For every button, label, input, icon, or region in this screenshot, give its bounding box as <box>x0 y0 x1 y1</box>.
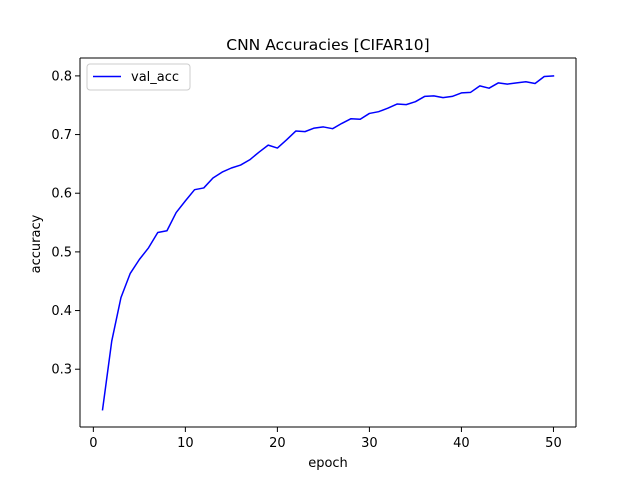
y-tick-label: 0.4 <box>51 304 72 319</box>
legend: val_acc <box>86 63 191 91</box>
x-axis-label: epoch <box>308 456 348 471</box>
x-tick-label: 40 <box>453 436 470 451</box>
y-tick-label: 0.6 <box>51 187 72 202</box>
x-tick-label: 30 <box>361 436 378 451</box>
x-tick-label: 20 <box>269 436 286 451</box>
x-tick-label: 50 <box>545 436 562 451</box>
series-line-val-acc <box>101 75 555 411</box>
y-axis-label: accuracy <box>29 214 44 273</box>
plot-area <box>79 57 577 428</box>
chart-title: CNN Accuracies [CIFAR10] <box>226 36 429 54</box>
y-tick-label: 0.3 <box>51 363 72 378</box>
x-tick-label: 10 <box>177 436 194 451</box>
legend-box <box>86 63 191 91</box>
y-tick-label: 0.7 <box>51 128 72 143</box>
y-ticks: 0.3 0.4 0.5 0.6 0.7 0.8 <box>51 69 80 378</box>
x-tick-label: 0 <box>89 436 97 451</box>
y-tick-label: 0.5 <box>51 245 72 260</box>
legend-label-val-acc: val_acc <box>131 70 179 85</box>
y-tick-label: 0.8 <box>51 69 72 84</box>
x-ticks: 0 10 20 30 40 50 <box>89 427 562 451</box>
